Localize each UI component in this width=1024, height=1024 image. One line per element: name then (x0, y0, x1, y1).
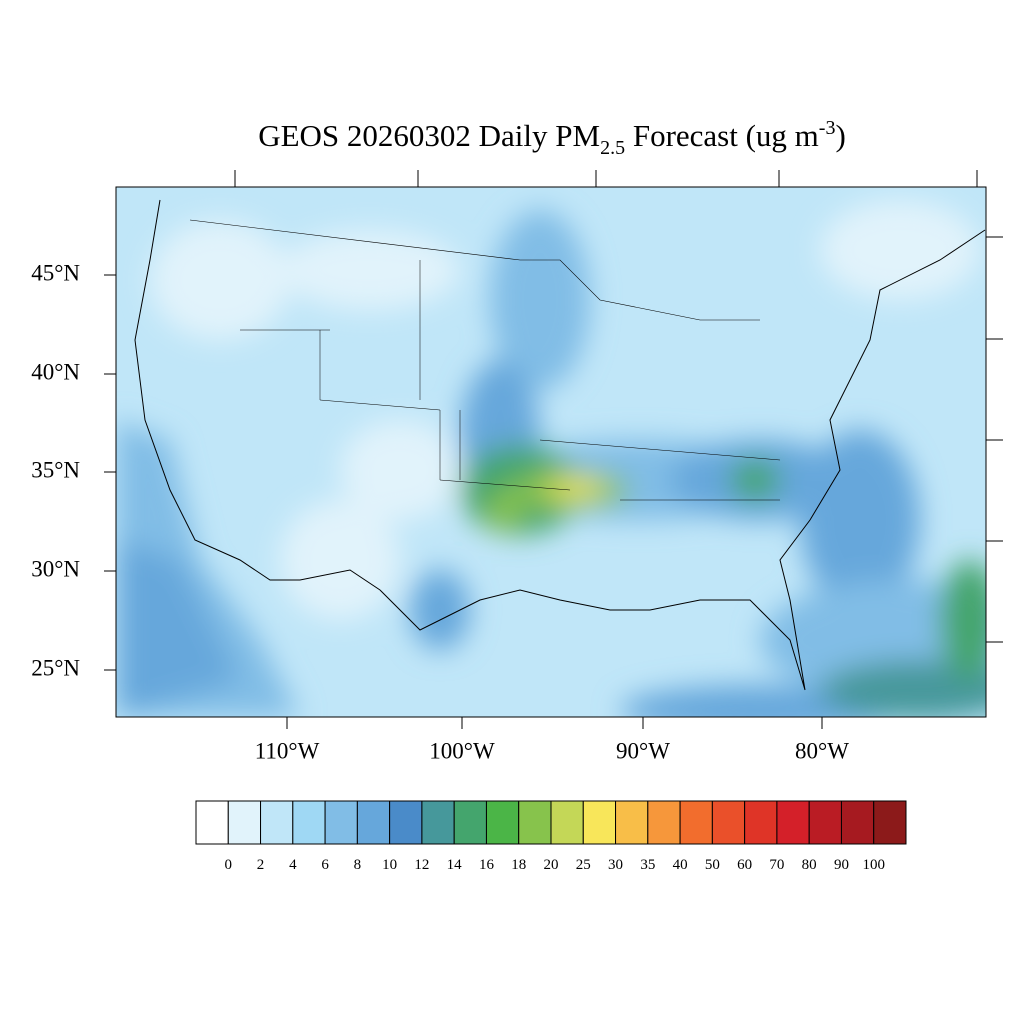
colorbar: 0 2 4 6 8 10 12 14 16 18 20 25 30 35 40 50 60 70 80 90 100 (195, 800, 907, 873)
colorbar-box (421, 800, 455, 845)
title-subscript: 2.5 (600, 137, 625, 159)
colorbar-box (356, 800, 391, 845)
lat-label: 40°N (31, 359, 80, 384)
colorbar-box (647, 800, 681, 845)
title-superscript: -3 (819, 117, 836, 139)
lat-label: 35°N (31, 457, 80, 482)
colorbar-label: 14 (447, 857, 463, 873)
colorbar-label: 70 (769, 857, 784, 873)
colorbar-box (744, 800, 778, 845)
title-end: ) (835, 118, 845, 153)
colorbar-label: 25 (576, 857, 591, 873)
colorbar-label: 50 (705, 857, 720, 873)
colorbar-label: 60 (737, 857, 752, 873)
colorbar-box (324, 800, 358, 845)
colorbar-label: 16 (479, 857, 495, 873)
colorbar-label: 30 (608, 857, 623, 873)
colorbar-label: 8 (354, 857, 362, 873)
colorbar-box (453, 800, 487, 845)
lat-label: 30°N (31, 556, 80, 581)
colorbar-label: 80 (802, 857, 817, 873)
colorbar-box (195, 800, 229, 845)
colorbar-box (776, 800, 810, 845)
colorbar-label: 40 (673, 857, 688, 873)
lon-label: 80°W (795, 738, 849, 763)
colorbar-label: 90 (834, 857, 849, 873)
title: GEOS 20260302 Daily PM2.5 Forecast (ug m… (258, 117, 846, 159)
colorbar-box (389, 800, 423, 845)
lon-label: 90°W (616, 738, 670, 763)
colorbar-label: 35 (640, 857, 655, 873)
colorbar-label: 0 (225, 857, 233, 873)
lat-label: 45°N (31, 260, 80, 285)
colorbar-box (260, 800, 294, 845)
title-main: GEOS 20260302 Daily PM (258, 118, 600, 153)
colorbar-box (582, 800, 617, 845)
colorbar-box (485, 800, 520, 845)
colorbar-box (840, 800, 875, 845)
colorbar-box (873, 800, 907, 845)
colorbar-label: 12 (414, 857, 429, 873)
colorbar-label: 6 (321, 857, 329, 873)
colorbar-label: 100 (862, 857, 885, 873)
colorbar-box (518, 800, 552, 845)
colorbar-box (711, 800, 746, 845)
colorbar-label: 10 (382, 857, 397, 873)
lat-label: 25°N (31, 655, 80, 680)
colorbar-label: 20 (544, 857, 559, 873)
map-frame (115, 186, 987, 718)
colorbar-label: 18 (511, 857, 526, 873)
lon-label: 110°W (255, 738, 320, 763)
colorbar-box (615, 800, 649, 845)
lon-label: 100°W (429, 738, 495, 763)
colorbar-label: 2 (257, 857, 265, 873)
title-middle: Forecast (ug m (625, 118, 819, 153)
colorbar-label: 4 (289, 857, 297, 873)
colorbar-box (808, 800, 842, 845)
map-field (116, 187, 986, 717)
colorbar-box (679, 800, 713, 845)
colorbar-box (550, 800, 584, 845)
colorbar-box (227, 800, 262, 845)
frame-ticks (104, 170, 1003, 729)
colorbar-box (292, 800, 326, 845)
